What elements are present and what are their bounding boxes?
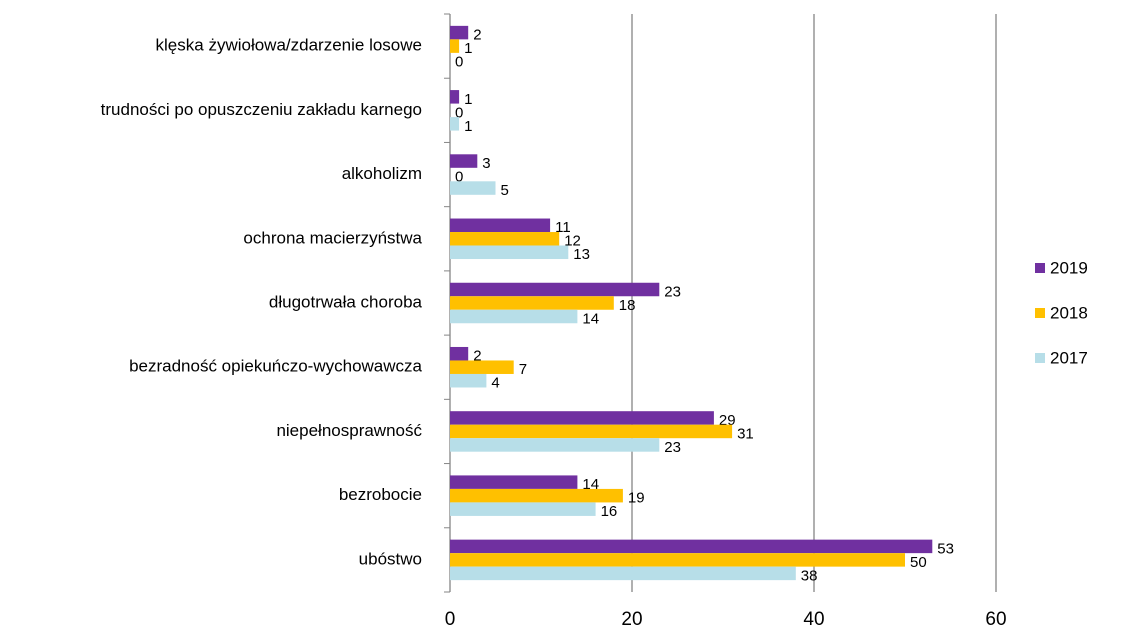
value-label: 23 — [664, 283, 681, 300]
legend-label: 2019 — [1050, 258, 1088, 277]
value-label: 19 — [628, 490, 645, 507]
bar — [450, 296, 614, 310]
value-label: 18 — [619, 297, 636, 314]
bar — [450, 90, 460, 104]
category-label: bezrobocie — [339, 485, 422, 504]
bar — [450, 475, 578, 489]
value-label: 14 — [582, 310, 599, 327]
value-label: 4 — [491, 375, 499, 392]
bar — [450, 502, 596, 516]
value-label: 11 — [555, 219, 571, 236]
bar — [450, 438, 660, 452]
category-label: ubóstwo — [359, 549, 422, 568]
value-label: 1 — [464, 40, 472, 57]
x-tick-label: 60 — [985, 609, 1006, 630]
value-label: 29 — [719, 412, 736, 429]
value-label: 38 — [801, 567, 818, 584]
value-label: 16 — [601, 503, 618, 520]
value-label: 50 — [910, 554, 927, 571]
bar — [450, 488, 623, 503]
category-label: alkoholizm — [342, 164, 422, 183]
value-label: 1 — [464, 118, 472, 135]
value-label: 3 — [482, 155, 490, 172]
category-label: klęska żywiołowa/zdarzenie losowe — [156, 36, 422, 55]
bar — [450, 282, 660, 297]
bar — [450, 566, 796, 581]
value-label: 12 — [564, 233, 581, 250]
bar — [450, 424, 733, 439]
value-label: 0 — [455, 169, 463, 186]
legend-swatch — [1035, 353, 1045, 363]
x-tick-label: 0 — [445, 609, 456, 630]
bar — [450, 181, 496, 195]
legend-swatch — [1035, 308, 1045, 318]
value-label: 5 — [501, 182, 509, 199]
bar — [450, 245, 569, 260]
category-label: długotrwała choroba — [269, 292, 423, 311]
value-label: 7 — [519, 361, 527, 378]
bar — [450, 25, 469, 40]
x-tick-label: 20 — [621, 609, 642, 630]
category-label: niepełnosprawność — [276, 421, 422, 440]
value-label: 2 — [473, 27, 481, 44]
category-label: bezradność opiekuńczo-wychowawcza — [129, 357, 422, 376]
bar — [450, 309, 578, 324]
legend-label: 2017 — [1050, 348, 1088, 367]
bar — [450, 154, 478, 168]
value-label: 1 — [464, 91, 472, 108]
x-tick-label: 40 — [803, 609, 824, 630]
value-label: 31 — [737, 425, 754, 442]
value-label: 0 — [455, 104, 463, 121]
value-label: 23 — [664, 439, 681, 456]
legend-swatch — [1035, 263, 1045, 273]
bar — [450, 553, 905, 567]
bar — [450, 39, 460, 53]
value-label: 0 — [455, 54, 463, 71]
bar — [450, 360, 514, 374]
bar — [450, 232, 560, 246]
legend-label: 2018 — [1050, 303, 1088, 322]
bar — [450, 117, 460, 131]
value-label: 13 — [573, 246, 590, 263]
bar — [450, 346, 469, 361]
value-label: 53 — [937, 540, 954, 557]
bar — [450, 411, 714, 425]
bar — [450, 218, 551, 233]
category-label: ochrona macierzyństwa — [243, 228, 422, 247]
value-label: 2 — [473, 348, 481, 365]
value-label: 14 — [582, 476, 599, 493]
bar — [450, 539, 933, 554]
bar — [450, 373, 487, 388]
category-label: trudności po opuszczeniu zakładu karnego — [101, 100, 422, 119]
